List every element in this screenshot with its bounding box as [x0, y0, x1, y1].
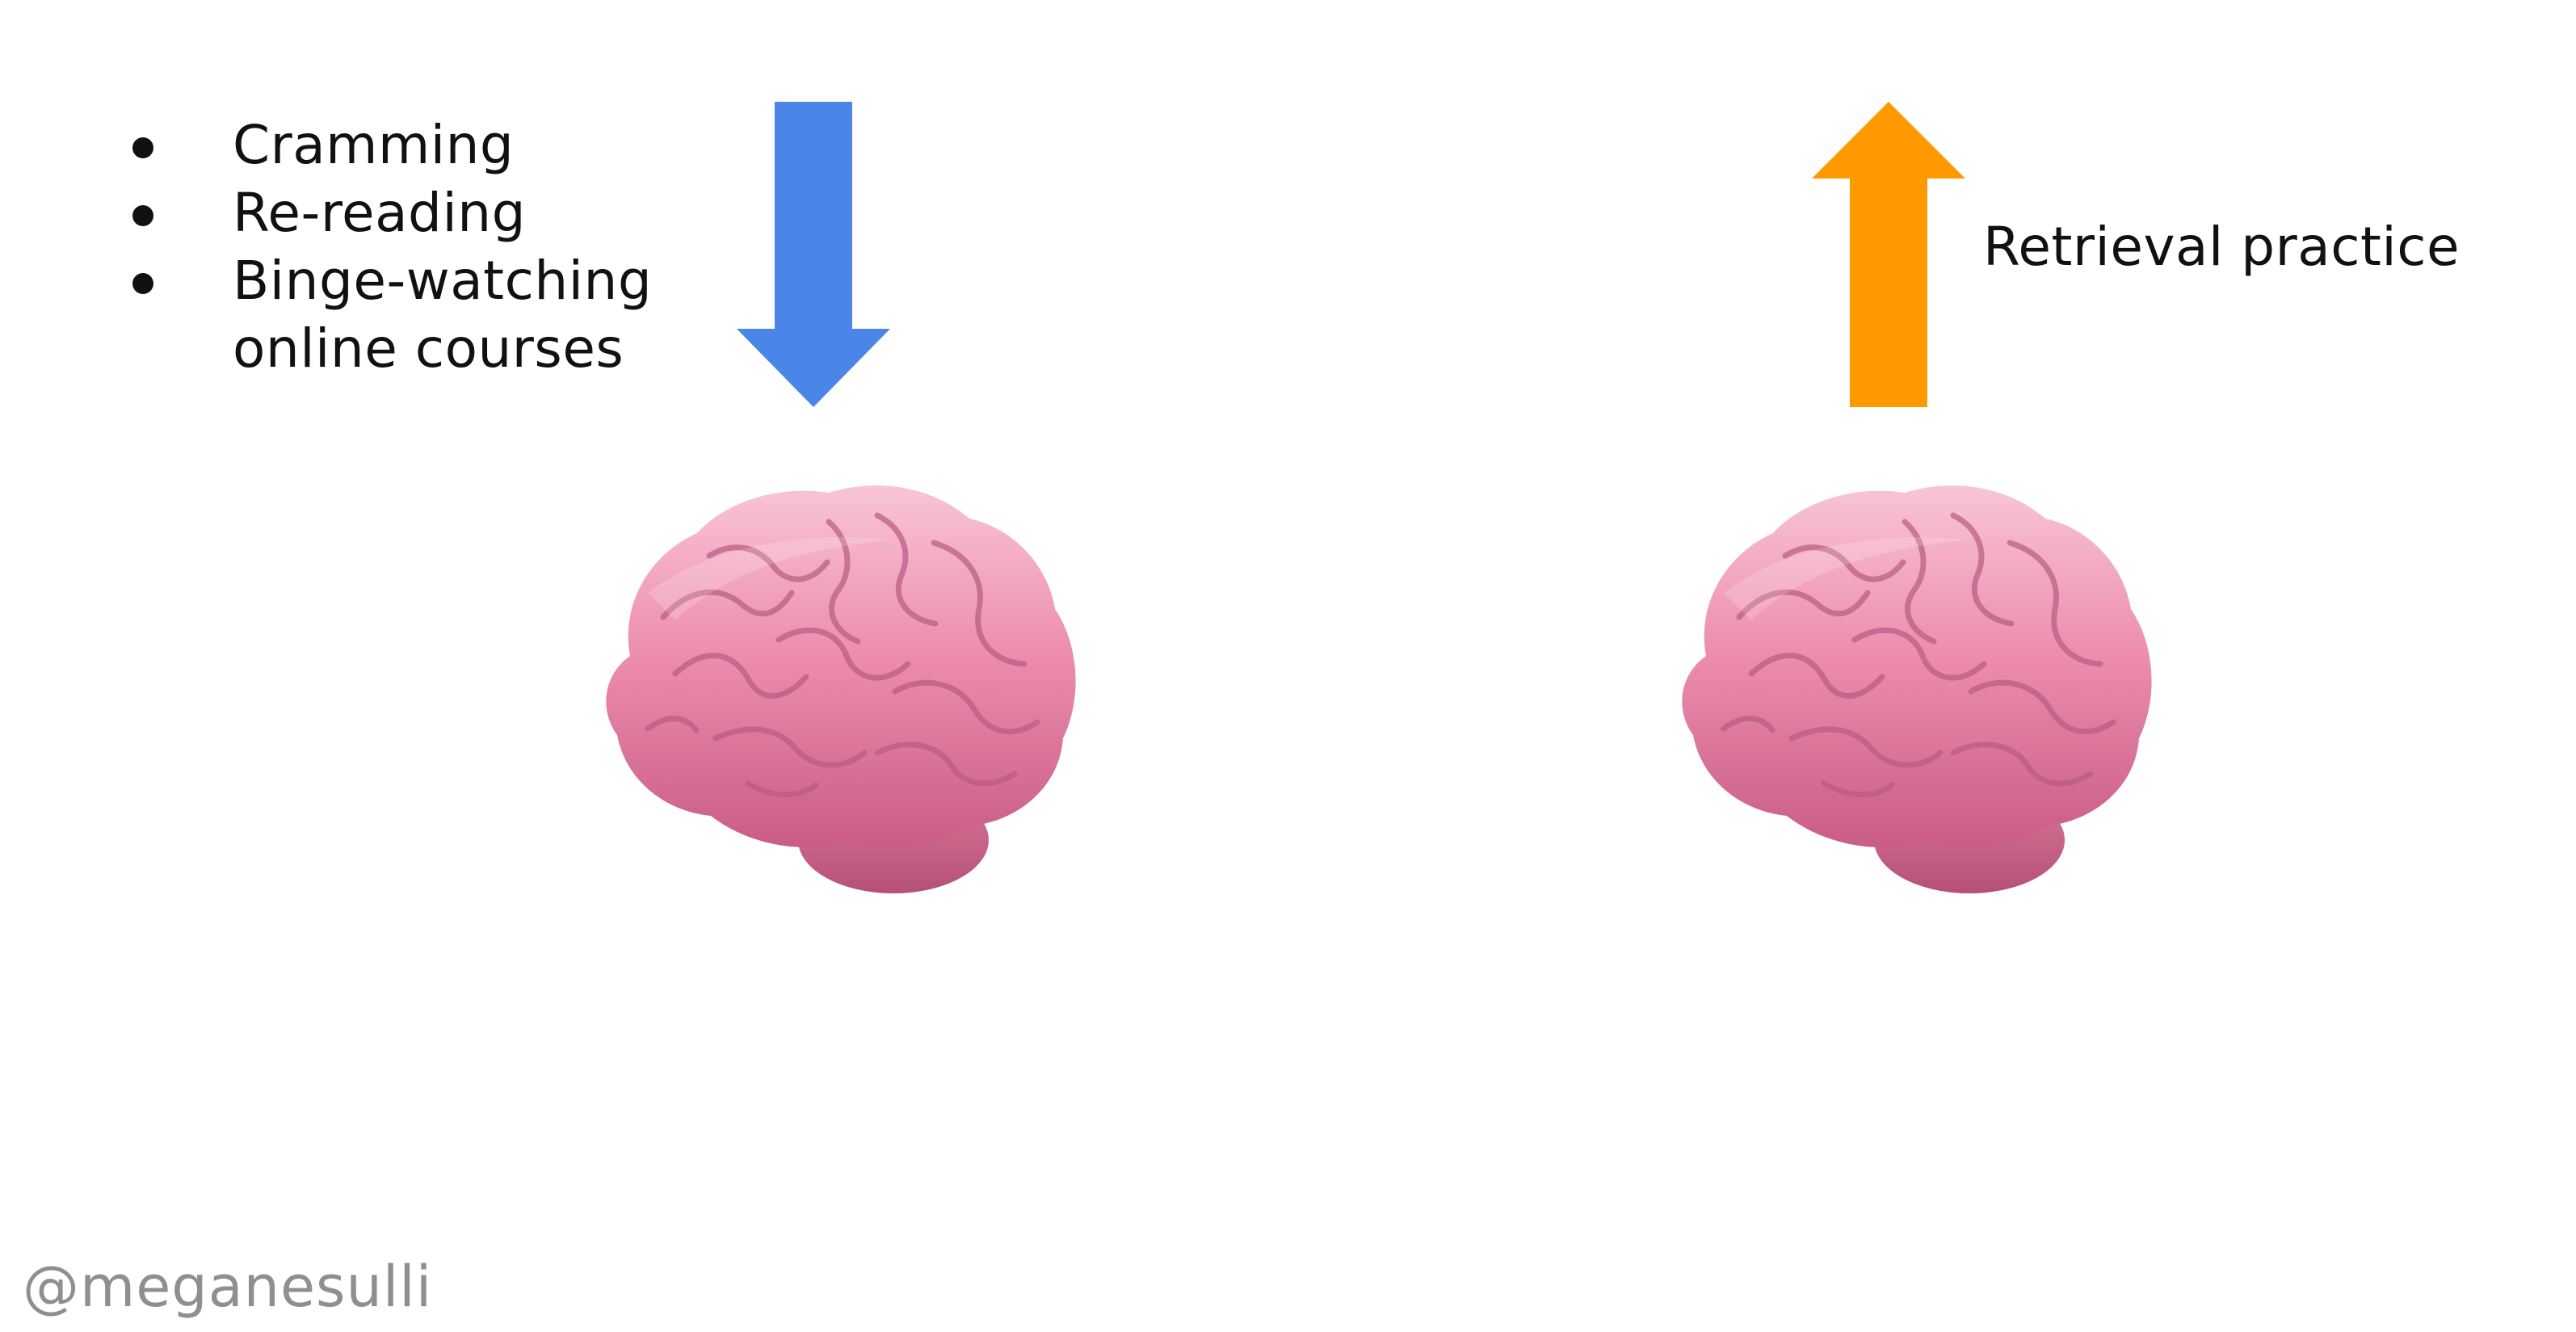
arrow-down-icon — [737, 102, 890, 407]
brain-icon-right — [1622, 472, 2171, 924]
bullet-item: Re-reading — [129, 179, 711, 247]
retrieval-practice-label: Retrieval practice — [1983, 213, 2460, 281]
bullet-dot-icon — [132, 205, 153, 226]
bullet-item: Binge-watching — [129, 247, 711, 315]
arrow-up-shape — [1812, 102, 1965, 407]
arrow-down-shape — [737, 102, 890, 407]
bullet-text-continuation: online courses — [233, 317, 624, 380]
bullet-item-continuation: online courses — [129, 315, 711, 383]
bullet-text: Cramming — [233, 114, 514, 176]
bullet-text: Binge-watching — [233, 250, 652, 312]
bullet-text: Re-reading — [233, 182, 526, 244]
brain-icon-left — [546, 472, 1095, 924]
bullet-dot-icon — [132, 137, 153, 158]
watermark-handle: @meganesulli — [23, 1250, 432, 1323]
bullet-dot-icon — [132, 273, 153, 294]
arrow-up-icon — [1812, 102, 1965, 407]
bullet-list-left: Cramming Re-reading Binge-watching onlin… — [129, 111, 711, 383]
bullet-item: Cramming — [129, 111, 711, 179]
